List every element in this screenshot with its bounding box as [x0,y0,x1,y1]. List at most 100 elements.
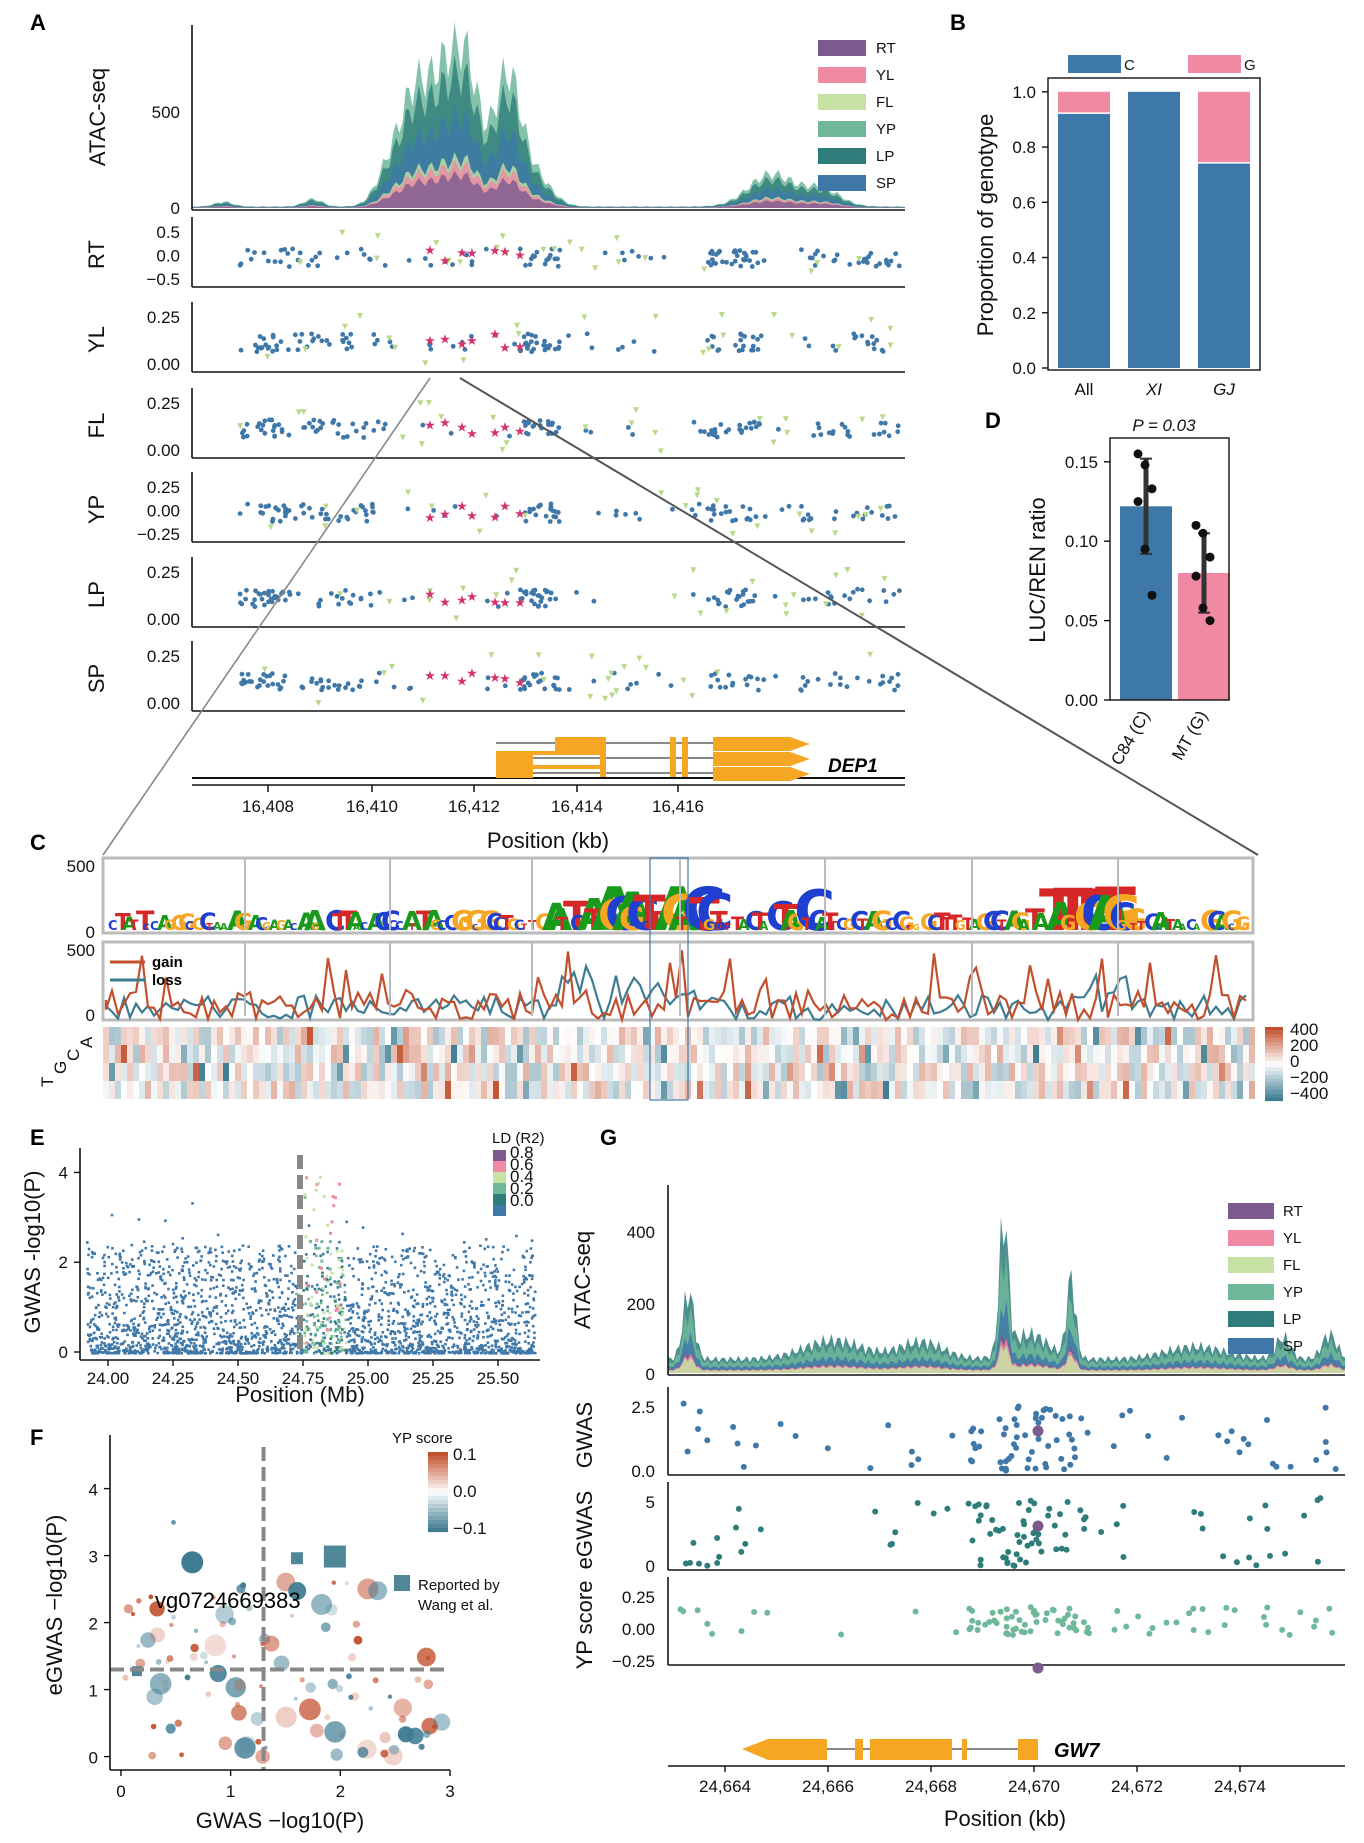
e-point [502,1350,506,1353]
b-ytick-label: 0.6 [1012,193,1036,212]
e-point [252,1274,255,1277]
heat-cell [529,1027,535,1045]
e-point [368,1340,371,1344]
e-point [421,1302,425,1306]
c-legend-loss: loss [152,972,182,989]
snp-dot [297,339,303,344]
g-track-point [915,1456,922,1463]
snp-dot [622,257,627,263]
g-ytick-0: 0 [646,1365,655,1384]
e-point [236,1342,240,1346]
f-point [273,1655,290,1672]
e-point [416,1302,420,1305]
snp-dot [702,429,707,435]
e-point [275,1348,279,1352]
snp-dot [336,518,342,524]
heat-cell [439,1027,445,1045]
snp-star: ★ [514,248,526,263]
heat-cell [337,1027,343,1045]
heat-cell [763,1081,769,1099]
e-point [261,1341,264,1344]
e-point [513,1339,517,1342]
e-point [91,1351,94,1355]
e-point [530,1239,534,1242]
e-point [494,1319,498,1322]
f-cbar-step [428,1512,448,1517]
e-point [304,1302,308,1306]
heat-cell [841,1063,847,1081]
heat-cell [457,1063,463,1081]
e-point [512,1298,515,1302]
snp-triangle [783,611,790,618]
e-xtick-label: 25.00 [347,1369,390,1388]
heat-cell [1231,1063,1237,1081]
snp-dot [346,340,352,346]
e-point [243,1342,247,1346]
e-point [404,1338,408,1341]
e-point [283,1339,286,1342]
snp-dot [866,254,872,259]
e-point [501,1294,505,1297]
snp-dot [631,339,637,344]
g-track-point [1062,1531,1069,1538]
heat-cell [277,1063,283,1081]
heat-cell [1165,1063,1171,1081]
e-point [404,1308,407,1311]
snp-dot [452,504,458,509]
e-point [117,1323,121,1326]
logo-letter: A [780,904,802,937]
e-point [162,1294,166,1297]
heat-cell [1195,1063,1201,1081]
heat-cell [121,1063,127,1081]
snp-star: ★ [499,341,511,356]
snp-dot [537,593,542,599]
heat-cell [643,1045,649,1063]
snp-dot [815,676,821,682]
a-ytick-0: 0 [171,199,180,218]
e-point [495,1352,498,1355]
snp-dot [557,339,562,345]
heat-cell [109,1063,115,1081]
e-point [416,1319,419,1322]
e-point [348,1334,352,1337]
snp-triangle [856,255,863,262]
heat-cell [367,1045,373,1063]
snp-triangle [652,313,659,320]
snp-dot [828,594,834,599]
e-point [143,1302,146,1305]
e-point [515,1289,519,1293]
logo-letter: C [682,875,726,945]
heat-cell [679,1081,685,1099]
e-point [198,1318,201,1321]
c-cbar-step [1265,1064,1283,1068]
heat-cell [823,1081,829,1099]
e-point [95,1326,99,1330]
e-point [181,1237,184,1240]
snp-dot [670,506,675,512]
e-point [333,1280,337,1283]
e-point [477,1330,481,1334]
e-point [234,1290,237,1294]
e-point [456,1346,460,1349]
snp-dot [538,599,544,604]
e-point [169,1305,173,1309]
e-point [356,1304,360,1308]
snp-triangle [782,416,789,423]
heat-cell [121,1045,127,1063]
snp-dot [252,250,257,255]
a-legend-swatch-lp [818,148,866,164]
snp-dot [257,683,262,688]
heat-cell [643,1063,649,1081]
snp-dot [717,684,723,690]
e-point [270,1348,273,1351]
e-point [92,1317,95,1321]
snp-dot [720,259,725,265]
e-point [266,1325,269,1329]
e-ld-point [318,1265,322,1269]
e-point [99,1347,103,1350]
heat-cell [787,1081,793,1099]
snp-star: ★ [456,500,468,515]
g-track-point [1010,1632,1016,1638]
f-point [275,1706,297,1728]
heat-cell [733,1063,739,1081]
